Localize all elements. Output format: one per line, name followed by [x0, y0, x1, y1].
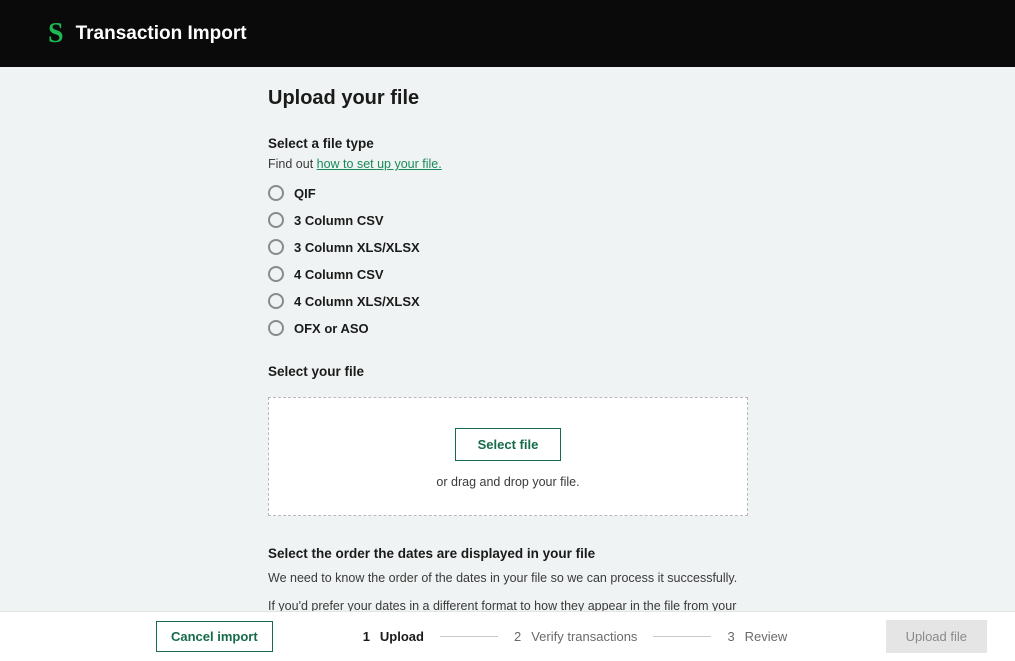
helper-prefix: Find out	[268, 157, 317, 171]
progress-stepper: 1 Upload 2 Verify transactions 3 Review	[363, 629, 886, 644]
step-connector	[440, 636, 498, 637]
file-type-radio-group: QIF 3 Column CSV 3 Column XLS/XLSX 4 Col…	[268, 185, 748, 336]
radio-label: OFX or ASO	[294, 321, 369, 336]
radio-icon	[268, 293, 284, 309]
radio-label: 4 Column CSV	[294, 267, 384, 282]
cancel-import-button[interactable]: Cancel import	[156, 621, 273, 652]
radio-label: QIF	[294, 186, 316, 201]
step-upload: 1 Upload	[363, 629, 424, 644]
radio-icon	[268, 320, 284, 336]
radio-label: 3 Column XLS/XLSX	[294, 240, 420, 255]
step-label: Upload	[380, 629, 424, 644]
radio-option-qif[interactable]: QIF	[268, 185, 748, 201]
page-title: Upload your file	[268, 87, 748, 110]
logo-icon: S	[48, 18, 64, 50]
radio-label: 3 Column CSV	[294, 213, 384, 228]
radio-icon	[268, 266, 284, 282]
step-label: Verify transactions	[531, 629, 637, 644]
setup-file-link[interactable]: how to set up your file.	[317, 157, 442, 171]
date-order-line2: If you'd prefer your dates in a differen…	[268, 597, 748, 611]
file-type-helper: Find out how to set up your file.	[268, 157, 748, 171]
step-number: 1	[363, 629, 370, 644]
date-order-line1: We need to know the order of the dates i…	[268, 569, 748, 587]
step-number: 2	[514, 629, 521, 644]
radio-icon	[268, 239, 284, 255]
radio-option-3col-xls[interactable]: 3 Column XLS/XLSX	[268, 239, 748, 255]
footer-bar: Cancel import 1 Upload 2 Verify transact…	[0, 611, 1015, 661]
radio-option-3col-csv[interactable]: 3 Column CSV	[268, 212, 748, 228]
date-order-label: Select the order the dates are displayed…	[268, 546, 748, 561]
file-type-label: Select a file type	[268, 136, 748, 151]
radio-icon	[268, 185, 284, 201]
radio-icon	[268, 212, 284, 228]
dropzone-text: or drag and drop your file.	[269, 475, 747, 489]
step-verify: 2 Verify transactions	[514, 629, 637, 644]
file-dropzone[interactable]: Select file or drag and drop your file.	[268, 397, 748, 516]
radio-label: 4 Column XLS/XLSX	[294, 294, 420, 309]
radio-option-4col-csv[interactable]: 4 Column CSV	[268, 266, 748, 282]
upload-file-button[interactable]: Upload file	[886, 620, 987, 653]
step-label: Review	[745, 629, 788, 644]
select-file-button[interactable]: Select file	[455, 428, 562, 461]
app-header: S Transaction Import	[0, 0, 1015, 67]
step-review: 3 Review	[727, 629, 787, 644]
radio-option-4col-xls[interactable]: 4 Column XLS/XLSX	[268, 293, 748, 309]
header-title: Transaction Import	[76, 23, 247, 45]
main-content: Upload your file Select a file type Find…	[0, 67, 1015, 611]
radio-option-ofx[interactable]: OFX or ASO	[268, 320, 748, 336]
select-file-label: Select your file	[268, 364, 748, 379]
step-connector	[653, 636, 711, 637]
step-number: 3	[727, 629, 734, 644]
